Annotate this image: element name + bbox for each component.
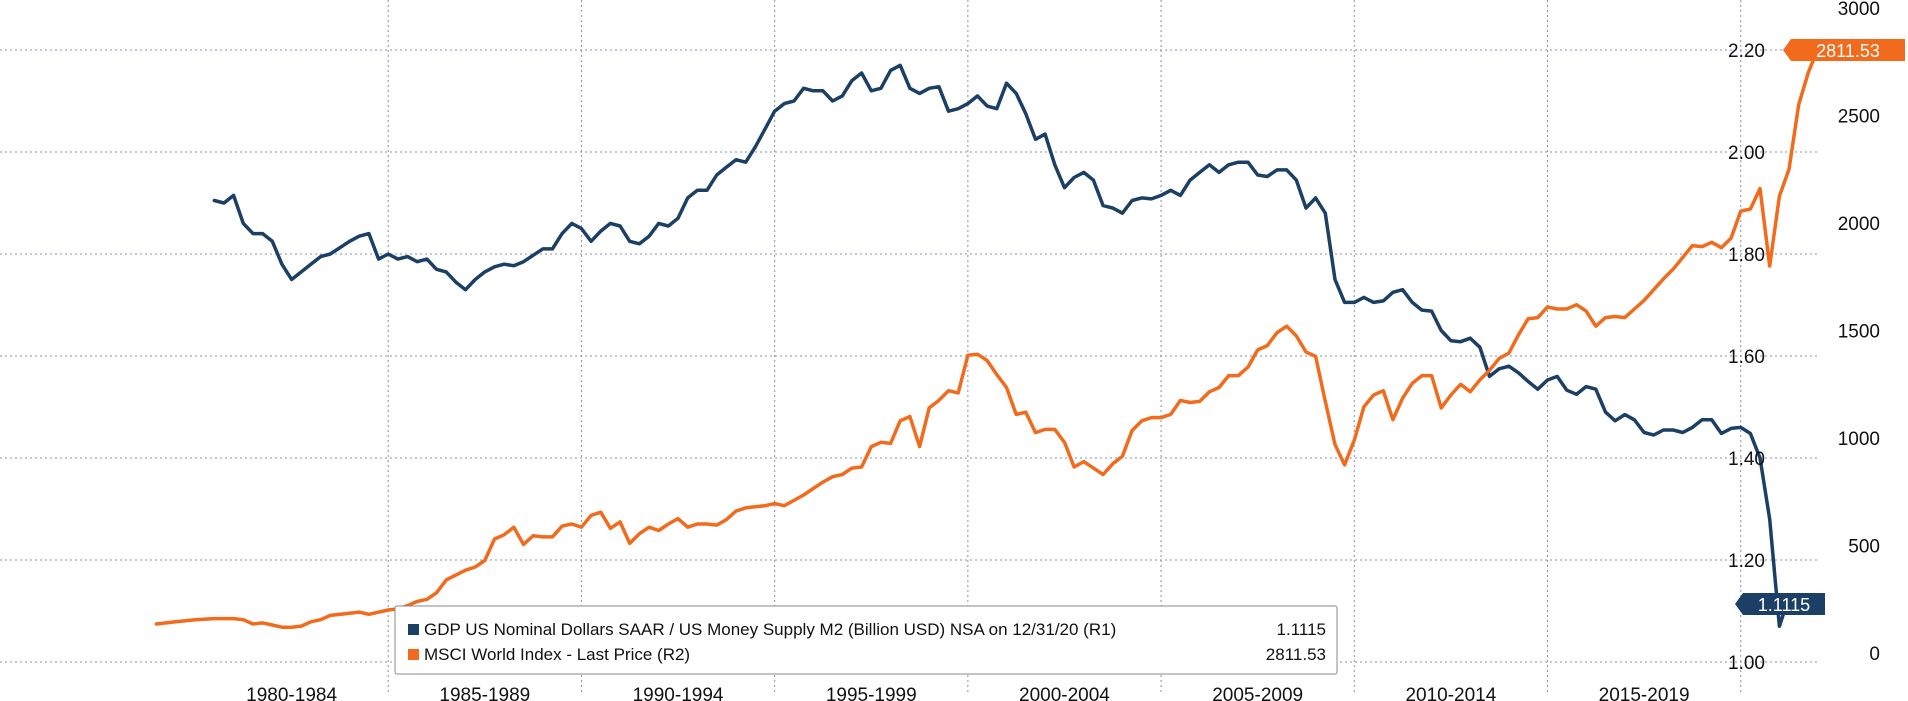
- callout-msci-last: 2811.53: [1783, 39, 1905, 61]
- legend-box: [394, 605, 1338, 675]
- series-line-gdp-m2-ratio: [212, 63, 1801, 629]
- callout-msci-shape: [1783, 39, 1905, 61]
- r1-tick-label: 1.00: [1728, 653, 1765, 674]
- r2-tick-label: 2000: [1838, 214, 1880, 235]
- r2-tick-label: 500: [1848, 537, 1880, 558]
- r2-tick-label: 1000: [1838, 429, 1880, 450]
- legend-swatch-ratio: [408, 624, 419, 635]
- x-tick-label: 1980-1984: [246, 685, 337, 701]
- x-tick-label: 1990-1994: [633, 685, 724, 701]
- series-line-msci-world: [154, 46, 1820, 629]
- legend-value-ratio: 1.1115: [1277, 620, 1326, 639]
- callout-msci-text: 2811.53: [1816, 41, 1880, 61]
- r2-tick-label: 0: [1869, 644, 1880, 665]
- r1-tick-label: 1.40: [1728, 449, 1765, 470]
- legend-label-ratio: GDP US Nominal Dollars SAAR / US Money S…: [424, 620, 1116, 639]
- r1-tick-label: 2.20: [1728, 41, 1765, 62]
- callout-ratio-shape: [1735, 593, 1825, 615]
- legend-value-msci: 2811.53: [1266, 645, 1326, 664]
- right-axis-r2: 0 500 1000 1500 2000 2500 3000: [1838, 0, 1880, 665]
- callout-ratio-text: 1.1115: [1758, 595, 1810, 615]
- callout-ratio-last: 1.1115: [1735, 593, 1825, 615]
- right-axis-r1: 1.00 1.20 1.40 1.60 1.80 2.00 2.20: [1728, 41, 1765, 674]
- r1-tick-label: 1.80: [1728, 245, 1765, 266]
- r2-tick-label: 3000: [1838, 0, 1880, 20]
- x-tick-label: 1995-1999: [826, 685, 917, 701]
- x-axis: 1980-1984 1985-1989 1990-1994 1995-1999 2000…: [246, 685, 1689, 701]
- x-tick-label: 2010-2014: [1405, 685, 1496, 701]
- grid-lines: [0, 0, 1818, 695]
- r2-tick-label: 1500: [1838, 322, 1880, 343]
- x-tick-label: 2015-2019: [1599, 685, 1690, 701]
- r1-tick-label: 2.00: [1728, 143, 1765, 164]
- legend-label-msci: MSCI World Index - Last Price (R2): [424, 645, 690, 664]
- legend-swatch-msci: [408, 649, 419, 660]
- x-tick-label: 2005-2009: [1212, 685, 1303, 701]
- x-tick-label: 2000-2004: [1019, 685, 1110, 701]
- r1-tick-label: 1.60: [1728, 347, 1765, 368]
- legend: GDP US Nominal Dollars SAAR / US Money S…: [394, 605, 1338, 675]
- x-tick-label: 1985-1989: [439, 685, 530, 701]
- series-layer: [154, 46, 1820, 629]
- r2-tick-label: 2500: [1838, 107, 1880, 128]
- r1-tick-label: 1.20: [1728, 551, 1765, 572]
